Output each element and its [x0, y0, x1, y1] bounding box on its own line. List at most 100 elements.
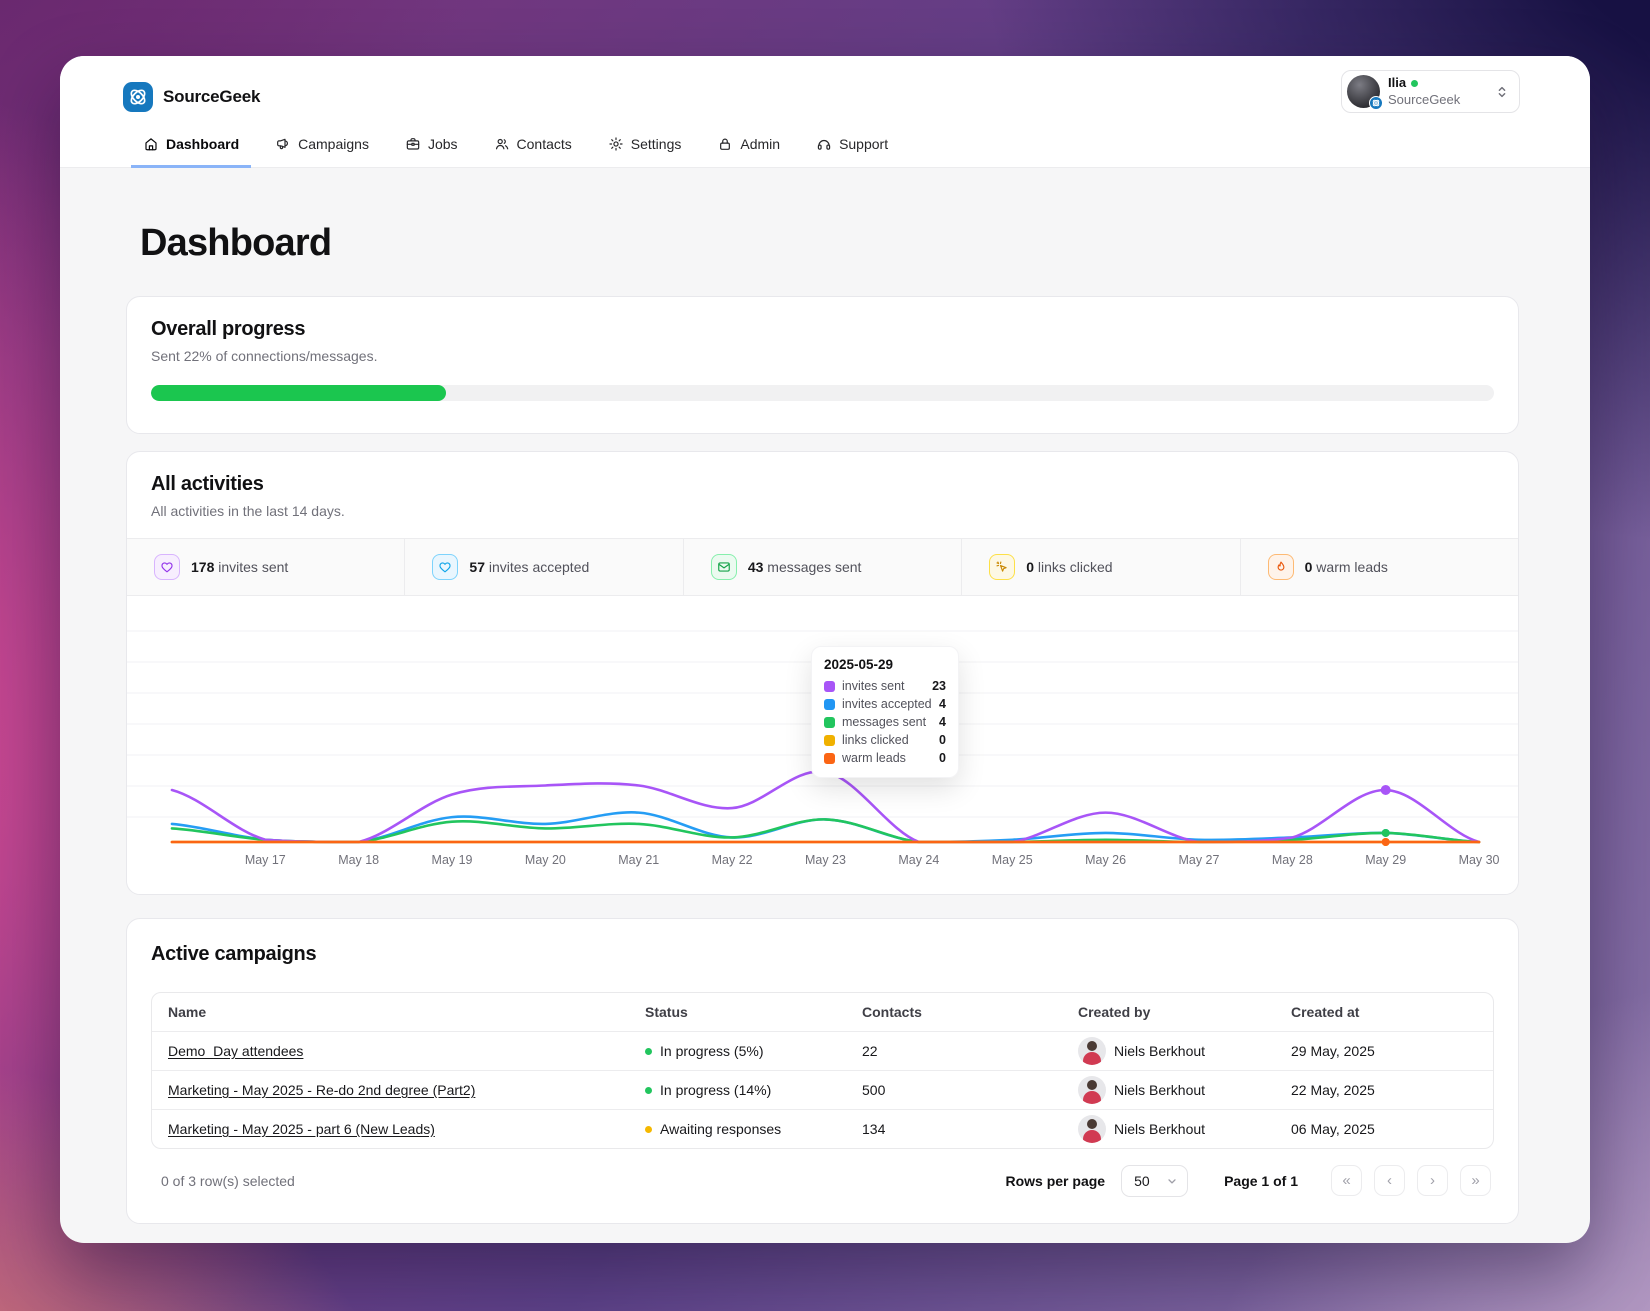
nav-tab-contacts[interactable]: Contacts	[482, 127, 584, 168]
table-row[interactable]: Marketing - May 2025 - Re-do 2nd degree …	[152, 1070, 1493, 1109]
campaign-created-by: Niels Berkhout	[1062, 1076, 1275, 1104]
nav-tab-campaigns[interactable]: Campaigns	[263, 127, 381, 168]
campaign-status: In progress (14%)	[629, 1082, 846, 1098]
user-meta: Ilia SourceGeek	[1388, 75, 1487, 108]
series-color-swatch	[824, 752, 835, 764]
nav-tab-label: Dashboard	[166, 136, 240, 152]
first-page-button[interactable]: «	[1331, 1165, 1362, 1196]
nav-tab-dashboard[interactable]: Dashboard	[131, 127, 252, 168]
stat-text: 0 warm leads	[1304, 559, 1388, 575]
column-header: Status	[645, 1004, 688, 1020]
mail-icon	[710, 554, 737, 580]
campaign-created-at: 29 May, 2025	[1291, 1043, 1375, 1059]
chevron-down-icon	[1168, 1178, 1176, 1184]
series-color-swatch	[824, 698, 835, 710]
nav-tab-support[interactable]: Support	[804, 127, 900, 168]
svg-text:May 18: May 18	[338, 853, 379, 867]
sourcegeek-logo-icon	[123, 82, 153, 112]
rows-selected-label: 0 of 3 row(s) selected	[161, 1172, 295, 1189]
heart-icon	[432, 554, 459, 580]
series-value: 0	[939, 751, 946, 765]
campaign-name-link[interactable]: Marketing - May 2025 - Re-do 2nd degree …	[168, 1082, 476, 1098]
prev-page-button[interactable]: ‹	[1374, 1165, 1405, 1196]
users-icon	[494, 136, 510, 152]
stat-messages-sent: 43 messages sent	[682, 539, 961, 595]
status-dot	[645, 1125, 652, 1133]
campaign-created-by: Niels Berkhout	[1062, 1115, 1275, 1143]
nav-tab-label: Settings	[630, 136, 682, 152]
user-org: SourceGeek	[1388, 91, 1461, 107]
last-page-button[interactable]: »	[1460, 1165, 1491, 1196]
all-activities-title: All activities	[151, 473, 264, 495]
tooltip-row: invites accepted 4	[824, 697, 946, 711]
overall-progress-subtitle: Sent 22% of connections/messages.	[151, 348, 378, 364]
campaign-name-link[interactable]: Marketing - May 2025 - part 6 (New Leads…	[168, 1121, 435, 1137]
overall-progress-title: Overall progress	[151, 318, 306, 340]
stat-text: 178 invites sent	[191, 559, 289, 575]
activity-stats-row: 178 invites sent 57 invites accepted 43 me…	[127, 538, 1518, 596]
campaign-contacts: 134	[862, 1121, 886, 1137]
series-color-swatch	[824, 680, 835, 692]
table-footer: 0 of 3 row(s) selected Rows per page 50 …	[151, 1164, 1494, 1197]
page-title: Dashboard	[140, 222, 332, 264]
column-header: Created at	[1291, 1004, 1360, 1020]
stat-text: 43 messages sent	[747, 559, 862, 575]
campaign-created-at: 22 May, 2025	[1291, 1082, 1375, 1098]
campaign-contacts: 500	[862, 1082, 886, 1098]
series-label: invites accepted	[842, 697, 932, 711]
campaigns-table: Name Status Contacts Created by Created at De…	[151, 992, 1494, 1149]
nav-tab-jobs[interactable]: Jobs	[393, 127, 470, 168]
chart-tooltip: 2025-05-29 invites sent 23 invites accepte…	[811, 646, 959, 778]
flame-icon	[1267, 554, 1294, 580]
sourcegeek-badge-icon	[1369, 96, 1383, 110]
heart-icon	[154, 554, 180, 580]
tooltip-date: 2025-05-29	[824, 657, 894, 672]
nav-tab-label: Admin	[740, 136, 781, 152]
app-window: SourceGeek Ilia SourceGeek Dashboard Camp…	[60, 56, 1590, 1243]
megaphone-icon	[275, 136, 291, 152]
tooltip-row: warm leads 0	[824, 751, 946, 765]
series-color-swatch	[824, 716, 835, 728]
creator-avatar	[1078, 1037, 1106, 1065]
nav-tab-admin[interactable]: Admin	[705, 127, 792, 168]
series-label: invites sent	[842, 679, 905, 693]
svg-text:May 26: May 26	[1085, 853, 1126, 867]
svg-text:May 19: May 19	[432, 853, 473, 867]
stat-links-clicked: 0 links clicked	[961, 539, 1239, 595]
nav-tab-label: Campaigns	[298, 136, 369, 152]
creator-avatar	[1078, 1115, 1106, 1143]
nav-tab-label: Contacts	[516, 136, 572, 152]
page-indicator: Page 1 of 1	[1224, 1172, 1298, 1189]
all-activities-subtitle: All activities in the last 14 days.	[151, 503, 345, 519]
table-row[interactable]: Marketing - May 2025 - part 6 (New Leads…	[152, 1109, 1493, 1148]
page-body: Dashboard Overall progress Sent 22% of c…	[60, 168, 1590, 1224]
main-nav: Dashboard Campaigns Jobs Contacts Settings Ad…	[131, 127, 1520, 168]
column-header: Name	[168, 1004, 207, 1020]
user-menu[interactable]: Ilia SourceGeek	[1341, 70, 1520, 113]
campaign-created-by: Niels Berkhout	[1062, 1037, 1275, 1065]
table-header-row: Name Status Contacts Created by Created at	[152, 993, 1493, 1031]
all-activities-card: All activities All activities in the las…	[126, 451, 1519, 895]
progress-bar	[151, 385, 1494, 401]
status-dot	[645, 1047, 652, 1055]
pagination: « ‹ › »	[1331, 1165, 1491, 1196]
rows-per-page-select[interactable]: 50	[1121, 1164, 1189, 1197]
lock-icon	[717, 136, 733, 152]
series-value: 4	[939, 715, 946, 729]
stat-text: 57 invites accepted	[469, 559, 590, 575]
series-label: warm leads	[842, 751, 906, 765]
campaign-status: In progress (5%)	[629, 1043, 846, 1059]
table-row[interactable]: Demo_Day attendees In progress (5%) 22 Niel…	[152, 1031, 1493, 1070]
svg-text:May 24: May 24	[898, 853, 939, 867]
series-value: 4	[939, 697, 946, 711]
campaign-name-link[interactable]: Demo_Day attendees	[168, 1043, 304, 1059]
column-header: Contacts	[862, 1004, 922, 1020]
briefcase-icon	[405, 136, 421, 152]
brand-row: SourceGeek	[123, 75, 1520, 119]
nav-tab-settings[interactable]: Settings	[596, 127, 694, 168]
headphones-icon	[816, 136, 832, 152]
next-page-button[interactable]: ›	[1417, 1165, 1448, 1196]
tooltip-row: messages sent 4	[824, 715, 946, 729]
svg-text:May 28: May 28	[1272, 853, 1313, 867]
svg-text:May 29: May 29	[1365, 853, 1406, 867]
